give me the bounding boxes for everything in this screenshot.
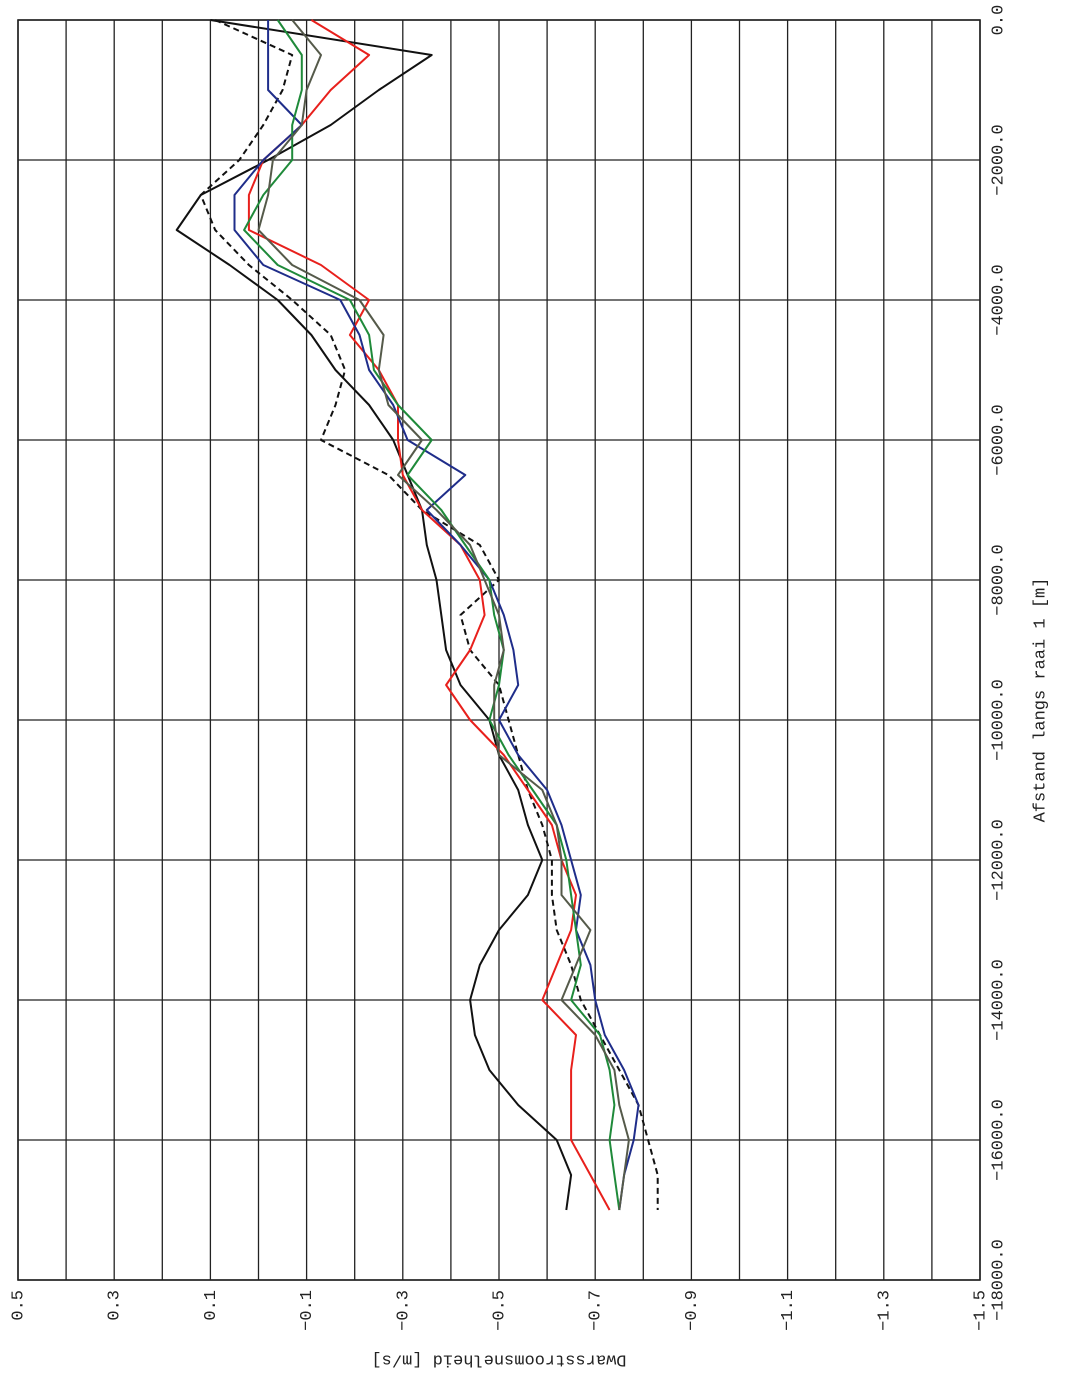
x-tick-label: −2000.0 <box>989 124 1008 195</box>
x-tick-label: −8000.0 <box>989 544 1008 615</box>
y-tick-label: 0.1 <box>202 1290 221 1321</box>
series-line <box>199 19 659 1210</box>
x-tick-label: −14000.0 <box>989 959 1008 1041</box>
y-tick-label: −0.1 <box>298 1290 317 1331</box>
series-line <box>243 19 621 1211</box>
series-line <box>233 20 640 1211</box>
y-tick-label: −0.7 <box>587 1290 606 1331</box>
series-line <box>247 19 611 1211</box>
x-tick-label: −4000.0 <box>989 264 1008 335</box>
x-tick-label: −18000.0 <box>989 1239 1008 1321</box>
x-tick-label: 0.0 <box>989 5 1008 36</box>
y-axis-label: Dwarsstroomsnelheid [m/s] <box>371 1350 626 1369</box>
series-line <box>175 19 573 1211</box>
y-tick-label: −0.9 <box>683 1290 702 1331</box>
y-tick-label: −1.1 <box>779 1290 798 1331</box>
y-tick-label: −0.3 <box>394 1290 413 1331</box>
y-tick-label: 0.3 <box>106 1290 125 1321</box>
y-tick-label: −0.5 <box>490 1290 509 1331</box>
x-tick-label: −10000.0 <box>989 679 1008 761</box>
x-tick-label: −12000.0 <box>989 819 1008 901</box>
y-tick-label: −1.5 <box>971 1290 990 1331</box>
y-tick-label: 0.5 <box>9 1290 28 1321</box>
y-tick-label: −1.3 <box>875 1290 894 1331</box>
x-tick-label: −16000.0 <box>989 1099 1008 1181</box>
x-axis-label: Afstand langs raai 1 [m] <box>1031 578 1050 823</box>
series-line <box>257 19 630 1211</box>
rotated-plot: Afstand langs raai 1 [m] Dwarsstroomsnel… <box>9 5 1050 1369</box>
x-tick-label: −6000.0 <box>989 404 1008 475</box>
